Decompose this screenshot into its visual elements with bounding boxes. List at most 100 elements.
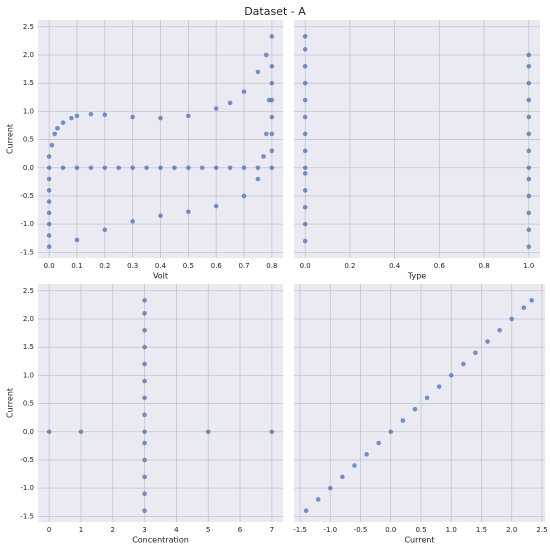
point xyxy=(144,165,149,171)
point xyxy=(130,114,135,120)
point xyxy=(255,165,261,171)
point xyxy=(424,395,430,401)
x-tick-label: 0.6 xyxy=(434,262,446,270)
point xyxy=(303,508,309,514)
point xyxy=(255,176,261,182)
y-tick-label: -0.5 xyxy=(20,456,34,464)
point xyxy=(269,34,275,39)
point xyxy=(74,165,80,171)
x-tick-label: 0.8 xyxy=(266,262,277,270)
point xyxy=(142,412,147,418)
point xyxy=(302,97,308,103)
point xyxy=(497,327,502,333)
point xyxy=(509,316,515,322)
point xyxy=(116,165,122,171)
point xyxy=(263,131,269,137)
point xyxy=(526,97,532,103)
x-tick-label: 0.0 xyxy=(300,262,311,270)
point xyxy=(199,165,205,171)
point xyxy=(327,485,333,491)
y-tick-label: -1.5 xyxy=(20,512,34,520)
x-tick-label: 2.0 xyxy=(506,526,517,534)
point xyxy=(302,47,308,52)
point xyxy=(302,148,308,154)
point xyxy=(473,350,478,356)
x-tick-label: 0.8 xyxy=(479,262,490,270)
point xyxy=(158,213,163,219)
point xyxy=(46,210,52,216)
point xyxy=(526,193,532,199)
y-tick-label: 2.0 xyxy=(23,315,34,323)
x-axis-label: Current xyxy=(404,536,434,545)
y-tick-label: 2.5 xyxy=(23,287,34,295)
point xyxy=(69,115,74,121)
point xyxy=(142,327,147,333)
point xyxy=(142,378,147,384)
point xyxy=(269,131,275,137)
point xyxy=(102,112,108,118)
point xyxy=(227,165,233,171)
point xyxy=(340,474,345,480)
x-tick-label: 6 xyxy=(238,526,243,534)
x-tick-label: 0.1 xyxy=(71,262,82,270)
x-tick-label: 3 xyxy=(142,526,146,534)
point xyxy=(74,113,80,119)
point xyxy=(142,491,147,497)
point xyxy=(364,452,369,457)
point xyxy=(400,418,406,423)
x-axis-label: Volt xyxy=(153,272,168,281)
point xyxy=(158,115,163,121)
x-tick-label: 0.3 xyxy=(127,262,138,270)
point xyxy=(412,406,418,412)
point xyxy=(526,210,532,216)
x-tick-label: -0.5 xyxy=(354,526,368,534)
point xyxy=(142,361,147,367)
point xyxy=(102,165,108,171)
x-tick-label: 0.7 xyxy=(238,262,249,270)
x-tick-label: 2 xyxy=(111,526,115,534)
y-tick-label: 0.0 xyxy=(23,428,34,436)
point xyxy=(142,508,147,514)
point xyxy=(526,114,532,120)
x-tick-label: 1.0 xyxy=(446,526,457,534)
point xyxy=(142,474,147,480)
y-tick-label: 0.5 xyxy=(23,400,34,408)
x-tick-label: 0.6 xyxy=(211,262,223,270)
point xyxy=(142,298,147,303)
point xyxy=(130,165,135,171)
point xyxy=(205,429,211,435)
point xyxy=(526,131,532,137)
x-tick-label: 1.0 xyxy=(523,262,534,270)
point xyxy=(186,113,191,119)
point xyxy=(46,233,52,238)
point xyxy=(448,373,454,378)
x-tick-label: 2.5 xyxy=(536,526,547,534)
point xyxy=(213,106,219,111)
y-tick-label: 0.5 xyxy=(23,136,34,144)
point xyxy=(352,463,357,468)
point xyxy=(302,204,308,210)
point xyxy=(263,52,269,58)
point xyxy=(213,165,219,171)
point xyxy=(88,111,94,117)
point xyxy=(269,148,275,154)
x-tick-label: 1 xyxy=(79,526,83,534)
x-tick-label: 1.5 xyxy=(476,526,487,534)
figure-title: Dataset - A xyxy=(244,5,306,18)
y-tick-label: 2.0 xyxy=(23,51,34,59)
y-tick-label: 0.0 xyxy=(23,164,34,172)
point xyxy=(52,131,58,137)
plot-area xyxy=(38,284,283,522)
point xyxy=(172,165,177,171)
point xyxy=(255,69,261,75)
point xyxy=(269,429,275,435)
point xyxy=(241,165,247,171)
x-axis-label: Type xyxy=(407,272,426,281)
point xyxy=(241,193,247,199)
point xyxy=(485,339,490,344)
y-tick-label: 1.5 xyxy=(23,79,34,87)
y-tick-label: 1.0 xyxy=(23,371,34,379)
point xyxy=(46,165,52,171)
point xyxy=(46,188,52,193)
